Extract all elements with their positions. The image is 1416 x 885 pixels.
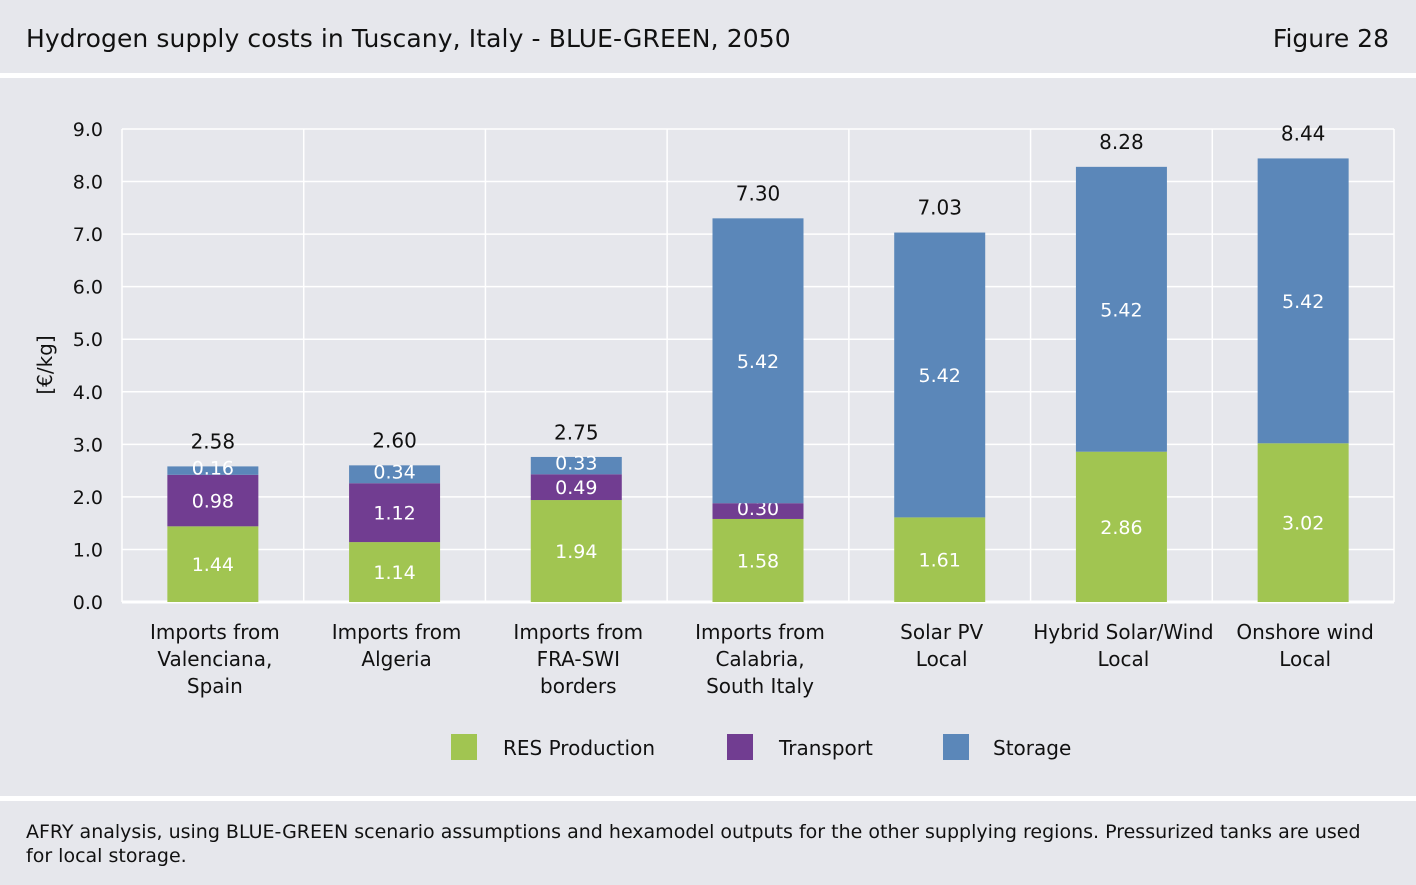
y-tick-label: 0.0 bbox=[73, 592, 103, 614]
data-label: 2.86 bbox=[1100, 517, 1142, 539]
data-label: 1.94 bbox=[555, 541, 597, 563]
bar-segment-storage bbox=[1075, 166, 1167, 452]
data-label: 0.98 bbox=[192, 491, 234, 513]
data-label: 0.16 bbox=[192, 458, 234, 480]
figure-label: Figure 28 bbox=[1272, 24, 1389, 53]
total-label: 8.28 bbox=[1099, 130, 1144, 154]
data-label: 5.42 bbox=[1282, 291, 1324, 313]
data-label: 1.14 bbox=[373, 562, 415, 584]
x-category-label: Valenciana, bbox=[157, 647, 272, 671]
data-label: 5.42 bbox=[737, 351, 779, 373]
data-label: 1.12 bbox=[373, 503, 415, 525]
legend-label: RES Production bbox=[503, 736, 655, 760]
chart-header: Hydrogen supply costs in Tuscany, Italy … bbox=[0, 0, 1416, 76]
bar-segment-storage bbox=[712, 218, 804, 504]
x-category-label: Local bbox=[1279, 647, 1331, 671]
data-label: 1.58 bbox=[737, 550, 779, 572]
bar-segment-res-production bbox=[167, 526, 259, 602]
data-label: 5.42 bbox=[919, 365, 961, 387]
x-category-label: Imports from bbox=[332, 620, 462, 644]
data-label: 0.34 bbox=[373, 461, 415, 483]
total-label: 7.30 bbox=[736, 181, 781, 205]
data-label: 0.49 bbox=[555, 477, 597, 499]
legend-label: Storage bbox=[993, 736, 1071, 760]
x-category-label: Calabria, bbox=[715, 647, 804, 671]
data-label: 1.61 bbox=[919, 550, 961, 572]
bar-segment-transport bbox=[712, 503, 804, 519]
x-category-label: Local bbox=[1098, 647, 1150, 671]
data-label: 0.30 bbox=[737, 498, 779, 520]
bar-segment-storage bbox=[349, 465, 441, 484]
x-category-label: Spain bbox=[187, 674, 243, 698]
data-label: 0.33 bbox=[555, 453, 597, 475]
bar-segment-res-production bbox=[530, 500, 622, 602]
legend-swatch bbox=[943, 734, 969, 760]
data-label: 3.02 bbox=[1282, 513, 1324, 535]
data-label: 5.42 bbox=[1100, 299, 1142, 321]
total-label: 2.75 bbox=[554, 420, 599, 444]
x-category-label: Onshore wind bbox=[1236, 620, 1373, 644]
x-category-label: Imports from bbox=[150, 620, 280, 644]
y-tick-label: 7.0 bbox=[73, 224, 103, 246]
chart-area: 0.0 1.0 2.0 3.0 4.0 5.0 6.0 7.0 8.0 9.0 [€/kg] 1.44… bbox=[0, 78, 1416, 796]
total-label: 2.58 bbox=[191, 429, 236, 453]
header-divider bbox=[0, 73, 1416, 78]
x-category-label: Imports from bbox=[513, 620, 643, 644]
total-label: 2.60 bbox=[372, 428, 417, 452]
bar-segment-res-production bbox=[712, 518, 804, 602]
y-tick-label: 6.0 bbox=[73, 277, 103, 299]
bar-segment-storage bbox=[894, 232, 986, 518]
source-note: AFRY analysis, using BLUE-GREEN scenario… bbox=[26, 821, 1361, 867]
total-label: 8.44 bbox=[1281, 121, 1326, 145]
bar-segment-storage bbox=[167, 466, 259, 475]
bar-segment-storage bbox=[530, 456, 622, 475]
x-category-label: FRA-SWI bbox=[537, 647, 620, 671]
y-tick-label: 5.0 bbox=[73, 329, 103, 351]
y-tick-label: 9.0 bbox=[73, 119, 103, 141]
y-tick-label: 2.0 bbox=[73, 487, 103, 509]
bar-segment-transport bbox=[530, 474, 622, 501]
x-category-label: South Italy bbox=[706, 674, 814, 698]
total-label: 7.03 bbox=[917, 196, 962, 220]
x-category-label: Hybrid Solar/Wind bbox=[1033, 620, 1213, 644]
y-tick-label: 3.0 bbox=[73, 434, 103, 456]
bar-segment-transport bbox=[349, 483, 441, 543]
footer-divider bbox=[0, 796, 1416, 801]
x-category-label: Imports from bbox=[695, 620, 825, 644]
y-tick-label: 8.0 bbox=[73, 172, 103, 194]
bar-segment-res-production bbox=[894, 517, 986, 602]
bar-segment-transport bbox=[167, 474, 259, 527]
legend-swatch bbox=[451, 734, 477, 760]
y-axis-label: [€/kg] bbox=[33, 335, 57, 394]
legend-swatch bbox=[727, 734, 753, 760]
x-category-label: Algeria bbox=[361, 647, 431, 671]
y-tick-label: 1.0 bbox=[73, 539, 103, 561]
chart-title: Hydrogen supply costs in Tuscany, Italy … bbox=[26, 24, 791, 53]
bar-segment-res-production bbox=[1257, 443, 1349, 602]
bar-segment-res-production bbox=[1075, 451, 1167, 602]
data-label: 1.44 bbox=[192, 554, 234, 576]
bar-segment-res-production bbox=[349, 542, 441, 602]
y-tick-label: 4.0 bbox=[73, 382, 103, 404]
x-category-label: Solar PV bbox=[900, 620, 983, 644]
x-category-label: Local bbox=[916, 647, 968, 671]
x-category-label: borders bbox=[540, 674, 616, 698]
bar-segment-storage bbox=[1257, 158, 1349, 444]
stacked-bar-chart: 0.0 1.0 2.0 3.0 4.0 5.0 6.0 7.0 8.0 9.0 [€/kg] 1.44… bbox=[33, 119, 1395, 760]
legend-label: Transport bbox=[778, 736, 873, 760]
